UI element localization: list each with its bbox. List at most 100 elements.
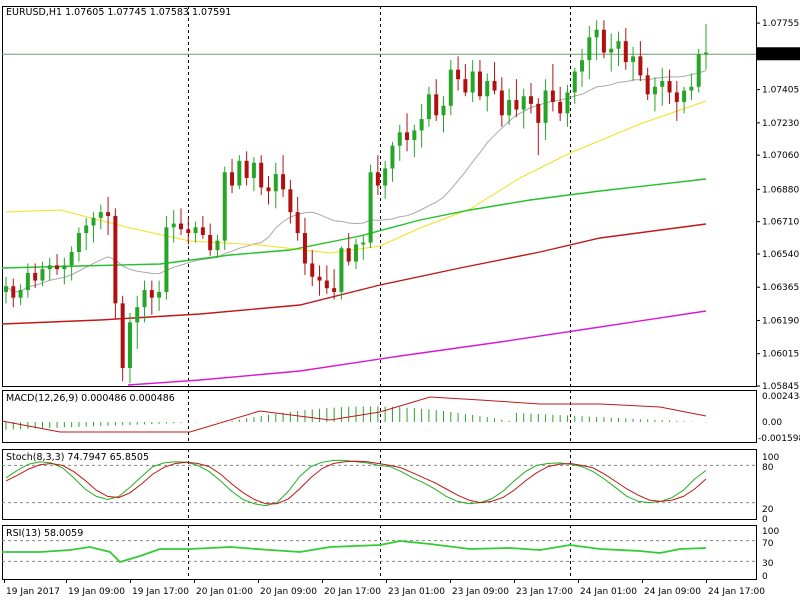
candle-body	[186, 229, 191, 234]
rsi-tick: 100	[762, 527, 779, 537]
candle-body	[98, 212, 103, 218]
panel-border	[2, 6, 757, 387]
candle-body	[310, 263, 315, 277]
candle-body	[674, 92, 679, 102]
candle-body	[179, 223, 183, 230]
ma-green-line	[1, 178, 707, 269]
candle-body	[127, 322, 132, 368]
candle-body	[332, 288, 337, 292]
candle-body	[33, 272, 38, 281]
rsi-panel[interactable]: 100 70 30 0	[2, 527, 779, 582]
candle-body	[485, 81, 490, 97]
stoch-signal-line	[5, 460, 707, 505]
candle-body	[689, 86, 694, 91]
macd-tick: 0.00	[762, 418, 782, 428]
candle-body	[339, 248, 344, 292]
candle-body	[244, 160, 249, 178]
candle-body	[477, 71, 482, 97]
candle-body	[120, 303, 125, 368]
price-tick-label: 1.06710	[762, 218, 799, 228]
time-label: 23 Jan 17:00	[516, 587, 573, 597]
candle-body	[434, 94, 439, 116]
candle-body	[259, 162, 264, 188]
candle-body	[426, 94, 431, 120]
macd-signal-line	[1, 396, 707, 433]
candle-body	[346, 248, 351, 262]
candle-body	[281, 174, 286, 190]
macd-tick: 0.002434	[762, 392, 800, 402]
price-tick-label: 1.06540	[762, 250, 799, 260]
candle-body	[594, 29, 599, 38]
candle-body	[354, 244, 358, 262]
candle-body	[193, 227, 198, 234]
panel-border	[2, 525, 757, 580]
candle-body	[616, 41, 621, 49]
candle-body	[4, 286, 8, 292]
stoch-tick: 80	[762, 463, 774, 473]
ma-gray-line	[5, 70, 707, 293]
candle-body	[456, 69, 461, 80]
candle-body	[463, 79, 468, 93]
candle-body	[507, 100, 512, 116]
candle-body	[208, 234, 213, 251]
candle-body	[543, 90, 548, 123]
candle-body	[638, 56, 643, 76]
time-label: 20 Jan 09:00	[260, 587, 317, 597]
candle-body	[514, 100, 519, 110]
macd-panel[interactable]: 0.002434 0.00 -0.001598	[1, 392, 800, 444]
time-label: 23 Jan 01:00	[388, 587, 445, 597]
ma-yellow-line	[5, 100, 707, 254]
candle-body	[135, 307, 140, 323]
time-axis: 19 Jan 2017 19 Jan 09:00 19 Jan 17:00 20 Ja…	[4, 579, 765, 597]
stoch-tick: 0	[762, 515, 768, 525]
candle-body	[295, 212, 300, 234]
price-tick-label: 1.06365	[762, 283, 799, 293]
candle-body	[76, 233, 81, 253]
candle-body	[375, 172, 380, 186]
candle-body	[572, 71, 577, 93]
price-tick-label: 1.06015	[762, 350, 799, 360]
candle-body	[660, 81, 665, 87]
candle-body	[230, 172, 235, 186]
price-panel[interactable]	[1, 20, 756, 386]
candle-body	[565, 92, 570, 114]
candle-body	[492, 81, 497, 91]
candle-body	[288, 189, 293, 213]
candle-body	[113, 215, 118, 304]
candle-body	[62, 265, 67, 270]
current-price-box	[756, 47, 800, 61]
stoch-tick: 20	[762, 505, 774, 515]
candle-body	[609, 48, 614, 53]
candle-body	[200, 227, 205, 235]
symbol-header: EURUSD,H1 1.07605 1.07745 1.07583 1.0759…	[6, 7, 231, 18]
price-tick-label: 1.05845	[762, 382, 799, 392]
stoch-tick: 100	[762, 453, 779, 463]
candle-body	[448, 69, 453, 106]
candle-body	[631, 56, 636, 63]
candle-body	[405, 132, 410, 140]
price-tick-label: 1.07755	[762, 19, 799, 29]
price-tick-label: 1.07405	[762, 86, 799, 96]
panel-border	[2, 390, 757, 443]
candle-body	[11, 286, 16, 298]
time-label: 19 Jan 17:00	[132, 587, 189, 597]
candle-body	[237, 160, 242, 186]
stoch-label: Stoch(8,3,3) 74.7947 65.8505	[6, 452, 149, 463]
candle-body	[652, 86, 657, 95]
candle-body	[704, 52, 708, 55]
candle-body	[324, 280, 329, 289]
macd-label: MACD(12,26,9) 0.000486 0.000486	[6, 393, 175, 404]
candle-body	[390, 145, 395, 169]
candle-body	[368, 172, 373, 243]
candle-body	[623, 41, 628, 63]
candle-body	[222, 172, 227, 241]
price-tick-label: 1.06880	[762, 185, 799, 195]
candle-body	[470, 71, 475, 93]
ma-magenta-line	[127, 310, 707, 386]
time-label: 24 Jan 17:00	[708, 587, 765, 597]
candle-body	[558, 101, 563, 114]
price-tick-label: 1.06190	[762, 316, 799, 326]
candle-body	[587, 37, 592, 61]
